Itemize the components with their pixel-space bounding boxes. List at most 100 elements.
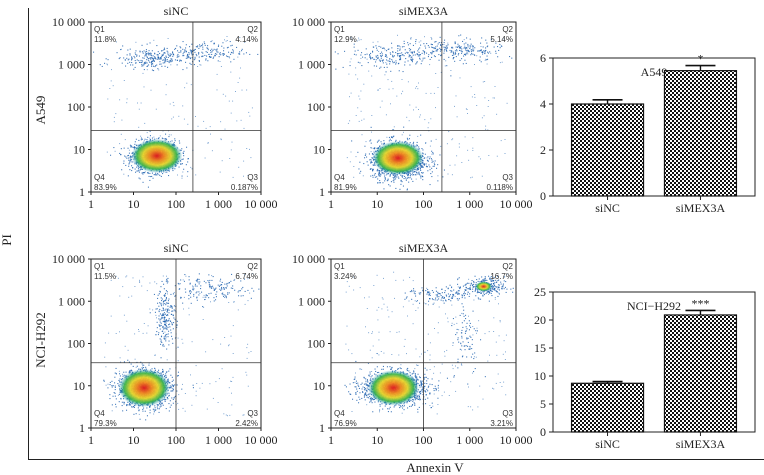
scatter-points — [103, 273, 260, 421]
scatter-point — [371, 161, 373, 163]
scatter-point — [177, 174, 178, 176]
scatter-point — [109, 398, 111, 400]
scatter-point — [348, 73, 350, 75]
scatter-point — [119, 373, 121, 375]
scatter-point — [431, 50, 433, 52]
panel-title: siNC — [164, 241, 189, 255]
scatter-point — [378, 172, 380, 174]
scatter-point — [115, 113, 117, 115]
scatter-point — [191, 54, 193, 56]
scatter-point — [119, 99, 121, 101]
scatter-point — [170, 404, 172, 406]
scatter-point — [229, 158, 231, 159]
scatter-point — [399, 48, 401, 50]
scatter-point — [226, 40, 228, 41]
scatter-point — [381, 143, 383, 145]
scatter-point — [468, 159, 470, 161]
scatter-point — [474, 47, 476, 49]
scatter-point — [463, 53, 465, 55]
scatter-point — [390, 136, 392, 138]
scatter-point — [431, 171, 433, 173]
scatter-point — [114, 382, 116, 384]
scatter-point — [409, 64, 411, 66]
scatter-point — [443, 50, 445, 52]
scatter-point — [467, 149, 469, 151]
scatter-point — [154, 409, 156, 411]
scatter-point — [111, 69, 112, 71]
scatter-point — [407, 175, 409, 177]
scatter-point — [433, 165, 435, 167]
scatter-point — [389, 138, 391, 140]
scatter-point — [404, 64, 406, 66]
scatter-point — [241, 50, 243, 52]
scatter-point — [129, 156, 131, 158]
scatter-point — [142, 181, 144, 183]
scatter-point — [366, 53, 368, 55]
scatter-point — [226, 36, 228, 37]
scatter-point — [142, 172, 144, 174]
scatter-point — [408, 138, 410, 140]
scatter-point — [386, 59, 388, 61]
scatter-point — [411, 56, 413, 58]
scatter-point — [143, 50, 145, 52]
scatter-point — [243, 160, 245, 162]
scatter-point — [355, 74, 357, 76]
scatter-point — [156, 54, 158, 56]
scatter-point — [221, 53, 223, 55]
scatter-point — [488, 155, 490, 156]
scatter-point — [377, 56, 379, 58]
scatter-point — [439, 50, 441, 52]
scatter-point — [176, 64, 178, 66]
scatter-point — [146, 139, 148, 141]
scatter-point — [160, 405, 162, 407]
scatter-point — [403, 126, 405, 128]
scatter-point — [360, 57, 362, 59]
scatter-point — [401, 176, 403, 178]
scatter-point — [191, 168, 193, 170]
scatter-point — [126, 405, 128, 407]
scatter-point — [144, 171, 146, 173]
scatter-point — [372, 174, 374, 176]
scatter-point — [499, 43, 501, 45]
scatter-point — [123, 401, 125, 403]
scatter-point — [420, 134, 422, 136]
scatter-point — [213, 43, 215, 45]
scatter-point — [370, 175, 372, 177]
scatter-point — [134, 57, 136, 59]
scatter-point — [431, 46, 433, 48]
scatter-point — [355, 156, 357, 158]
scatter-point — [141, 172, 143, 174]
scatter-point — [452, 47, 454, 49]
scatter-point — [358, 37, 360, 39]
scatter-point — [150, 54, 152, 56]
scatter-point — [416, 169, 418, 171]
scatter-point — [116, 52, 118, 54]
scatter-point — [216, 89, 218, 91]
scatter-point — [395, 178, 397, 180]
scatter-point — [172, 385, 174, 387]
scatter-point — [134, 405, 136, 407]
scatter-point — [351, 140, 353, 142]
scatter-point — [141, 65, 143, 67]
scatter-point — [168, 410, 170, 412]
scatter-point — [389, 175, 391, 177]
scatter-point — [415, 63, 417, 65]
scatter-point — [385, 62, 387, 64]
scatter-point — [178, 51, 180, 53]
scatter-point — [172, 398, 174, 400]
scatter-point — [172, 51, 174, 53]
scatter-point — [372, 154, 374, 156]
scatter-point — [442, 176, 444, 178]
scatter-point — [210, 41, 212, 43]
scatter-point — [101, 65, 103, 67]
scatter-point — [410, 176, 412, 178]
scatter-point — [369, 54, 371, 56]
scatter-point — [142, 72, 144, 74]
scatter-point — [424, 119, 426, 121]
scatter-point — [165, 84, 167, 86]
scatter-point — [435, 46, 437, 48]
scatter-point — [401, 52, 403, 54]
scatter-point — [161, 65, 163, 67]
scatter-point — [149, 137, 151, 139]
scatter-point — [189, 57, 191, 59]
